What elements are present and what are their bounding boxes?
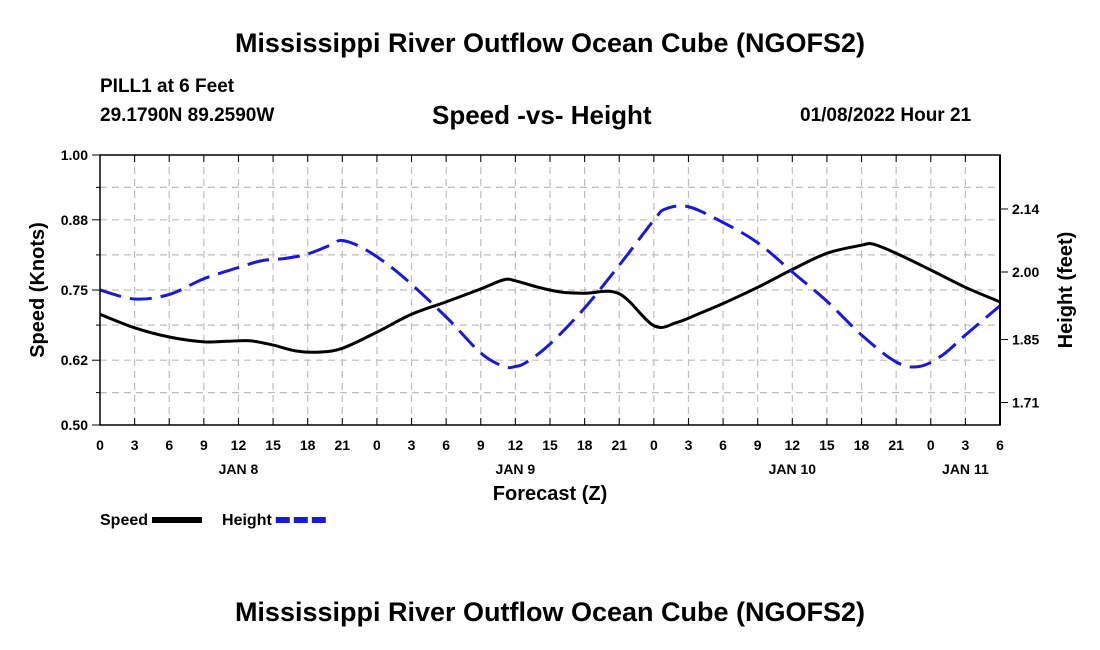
x-tick-label: 18 (300, 437, 316, 453)
x-tick-label: 12 (785, 437, 801, 453)
footer-title: Mississippi River Outflow Ocean Cube (NG… (234, 597, 866, 627)
y-tick-label: 0.62 (61, 352, 88, 368)
y-tick-label: 0.50 (61, 417, 88, 433)
x-tick-label: 6 (165, 437, 173, 453)
x-tick-label: 9 (200, 437, 208, 453)
y2-tick-label: 1.85 (1012, 332, 1039, 348)
grid-lines (100, 155, 1000, 425)
x-tick-label: 3 (961, 437, 969, 453)
station-label: PILL1 at 6 Feet (100, 76, 235, 97)
x-tick-label: 6 (996, 437, 1004, 453)
x-tick-label: 12 (231, 437, 247, 453)
station-coordinates: 29.1790N 89.2590W (100, 105, 275, 126)
x-tick-label: 3 (408, 437, 416, 453)
chart-title: Mississippi River Outflow Ocean Cube (NG… (234, 28, 866, 58)
y-axis-title: Speed (Knots) (27, 222, 49, 358)
series-line-speed (99, 241, 1001, 354)
date-label: JAN 9 (496, 461, 536, 477)
x-tick-label: 0 (650, 437, 658, 453)
series-group (99, 204, 1001, 370)
x-tick-label: 15 (542, 437, 558, 453)
y-tick-label: 0.75 (61, 282, 88, 298)
y2-tick-label: 2.00 (1012, 264, 1039, 280)
y2-axis-title: Height (feet) (1055, 232, 1077, 349)
x-tick-label: 0 (927, 437, 935, 453)
forecast-datetime: 01/08/2022 Hour 21 (800, 105, 972, 126)
x-tick-label: 0 (96, 437, 104, 453)
chart-subtitle: Speed -vs- Height (432, 100, 652, 130)
x-tick-label: 9 (477, 437, 485, 453)
x-tick-label: 18 (854, 437, 870, 453)
legend-label-speed: Speed (100, 512, 148, 529)
x-tick-label: 3 (131, 437, 139, 453)
series-line-height (99, 204, 1001, 370)
y2-tick-label: 2.14 (1012, 201, 1039, 217)
x-tick-label: 21 (335, 437, 351, 453)
x-tick-label: 12 (508, 437, 524, 453)
x-tick-label: 21 (888, 437, 904, 453)
x-tick-label: 15 (819, 437, 835, 453)
axes-group: 0 3 6 9 12 15 18 21 0 3 6 9 12 15 18 21 0 3 6 9 12 15 18 21 0 3 6 0… (61, 147, 1040, 477)
date-label: JAN 10 (769, 461, 817, 477)
x-tick-label: 6 (442, 437, 450, 453)
date-label: JAN 11 (942, 461, 989, 477)
x-tick-label: 0 (373, 437, 381, 453)
legend: Speed Height (100, 512, 326, 529)
x-tick-label: 9 (754, 437, 762, 453)
x-tick-label: 21 (611, 437, 627, 453)
x-tick-label: 3 (685, 437, 693, 453)
legend-label-height: Height (222, 512, 272, 529)
x-axis-title: Forecast (Z) (493, 483, 607, 505)
y2-tick-label: 1.71 (1012, 395, 1039, 411)
x-tick-label: 15 (265, 437, 281, 453)
date-label: JAN 8 (219, 461, 259, 477)
x-tick-label: 6 (719, 437, 727, 453)
y-tick-label: 0.88 (61, 212, 88, 228)
x-tick-label: 18 (577, 437, 593, 453)
y-tick-label: 1.00 (61, 147, 88, 163)
